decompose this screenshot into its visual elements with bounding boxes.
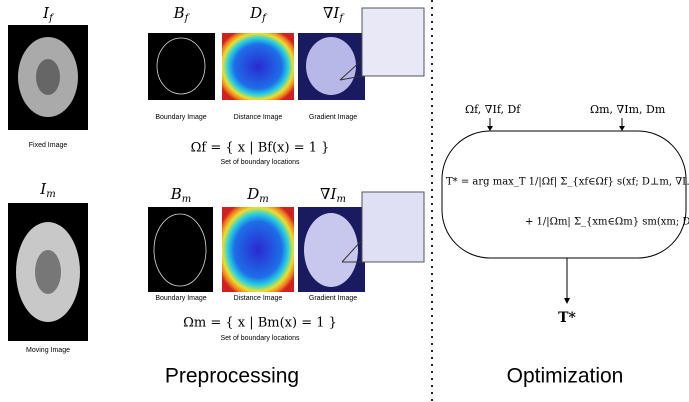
arrowhead	[564, 298, 570, 304]
brain	[306, 37, 356, 95]
caption: Distance Image	[234, 295, 283, 302]
brain-core	[35, 250, 61, 294]
moving-row: Im Moving Image Bm Boundary Image Dm Dis…	[8, 180, 424, 354]
caption: Gradient Image	[309, 114, 357, 121]
label: Df	[249, 4, 268, 24]
diagram: If Fixed Image Bf Boundary Image Df Dist…	[0, 0, 689, 402]
objective-box	[442, 131, 686, 258]
brain-core	[36, 59, 60, 95]
input-label: Ωf, ∇If, Df	[465, 103, 521, 116]
caption: Set of boundary locations	[221, 159, 300, 166]
label: Bm	[170, 185, 192, 205]
optimization: Ωf, ∇If, Df Ωm, ∇Im, Dm T* = arg max_T 1…	[442, 103, 689, 388]
caption: Set of boundary locations	[221, 335, 300, 342]
caption: Boundary Image	[155, 114, 206, 121]
label: ∇If	[323, 4, 345, 24]
formula: Ωm = { x | Bm(x) = 1 }	[183, 316, 337, 331]
arrowhead	[487, 126, 493, 131]
brain	[304, 213, 358, 287]
section-title: Preprocessing	[165, 365, 299, 388]
zoom-inset	[362, 8, 424, 76]
distance-image	[222, 207, 294, 292]
label: ∇Im	[320, 185, 346, 205]
label: If	[42, 4, 55, 24]
input-label: Ωm, ∇Im, Dm	[590, 103, 666, 116]
distance-image	[222, 33, 294, 100]
formula: Ωf = { x | Bf(x) = 1 }	[191, 141, 330, 156]
fixed-row: If Fixed Image Bf Boundary Image Df Dist…	[8, 4, 424, 166]
label: Bf	[173, 4, 191, 24]
output: T*	[558, 310, 576, 326]
caption: Fixed Image	[29, 142, 68, 149]
caption: Moving Image	[26, 347, 70, 354]
section-title: Optimization	[507, 365, 624, 388]
equation: T* = arg max_T 1/|Ωf| Σ_{xf∈Ωf} s(xf; D⊥…	[446, 177, 689, 188]
boundary-image	[148, 207, 213, 292]
equation: + 1/|Ωm| Σ_{xm∈Ωm} sm(xm; D↑f, ∇I↑f))	[525, 217, 689, 228]
arrowhead	[619, 126, 625, 131]
zoom-inset	[362, 192, 424, 262]
caption: Distance Image	[234, 114, 283, 121]
label: Im	[39, 180, 55, 200]
label: Dm	[246, 185, 269, 205]
caption: Boundary Image	[155, 295, 206, 302]
caption: Gradient Image	[309, 295, 357, 302]
